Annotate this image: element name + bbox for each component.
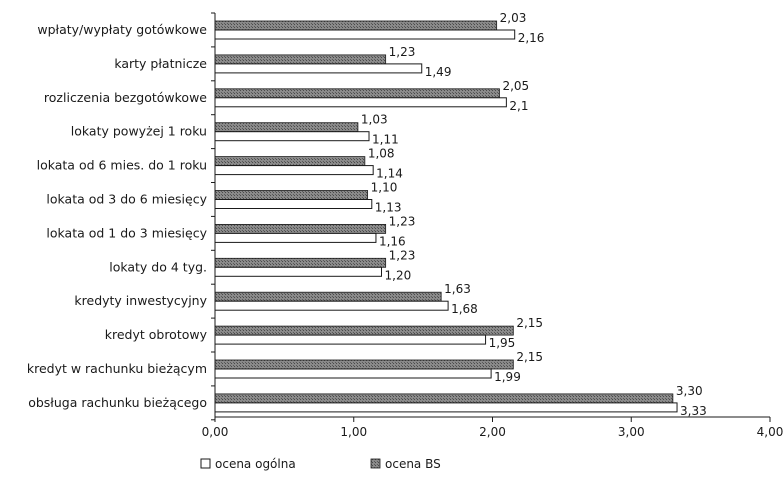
value-label-ocena-ogolna: 1,68 — [451, 302, 478, 316]
bar-ocena-ogolna — [214, 131, 370, 142]
value-label-ocena-ogolna: 1,99 — [494, 370, 521, 384]
x-tick-label: 0,00 — [202, 425, 229, 439]
value-label-ocena-bs: 2,15 — [516, 350, 543, 364]
x-tick-label: 3,00 — [618, 425, 645, 439]
bar-ocena-ogolna — [214, 266, 382, 277]
value-label-ocena-bs: 1,08 — [368, 147, 395, 161]
bar-ocena-bs — [214, 156, 366, 167]
category-label: lokata od 3 do 6 miesięcy — [46, 192, 207, 207]
value-label-ocena-bs: 2,05 — [502, 79, 529, 93]
category-label: lokata od 1 do 3 miesięcy — [46, 225, 207, 240]
bar-ocena-bs — [214, 325, 514, 336]
value-label-ocena-bs: 1,03 — [361, 113, 388, 127]
category-label: wpłaty/wypłaty gotówkowe — [37, 22, 207, 37]
x-tick-label: 2,00 — [479, 425, 506, 439]
legend-swatch-ocena-bs — [370, 458, 381, 469]
value-label-ocena-ogolna: 1,11 — [372, 133, 399, 147]
value-label-ocena-bs: 1,23 — [389, 45, 416, 59]
value-label-ocena-bs: 1,23 — [389, 248, 416, 262]
bar-ocena-ogolna — [214, 63, 423, 74]
category-label: lokata od 6 mies. do 1 roku — [37, 158, 207, 173]
bar-ocena-ogolna — [214, 97, 507, 108]
category-label: kredyty inwestycyjny — [74, 293, 207, 308]
value-label-ocena-bs: 3,30 — [676, 384, 703, 398]
category-label: lokaty powyżej 1 roku — [71, 124, 207, 139]
legend-swatch-ocena-ogolna — [200, 458, 211, 469]
bar-ocena-ogolna — [214, 29, 516, 40]
value-label-ocena-ogolna: 1,95 — [489, 336, 516, 350]
x-tick-label: 4,00 — [757, 425, 784, 439]
bar-ocena-bs — [214, 223, 387, 234]
value-label-ocena-bs: 1,10 — [371, 181, 398, 195]
value-label-ocena-ogolna: 1,49 — [425, 65, 452, 79]
bar-ocena-bs — [214, 190, 369, 200]
bar-ocena-bs — [214, 88, 500, 99]
value-label-ocena-ogolna: 3,33 — [680, 404, 707, 418]
bar-ocena-bs — [214, 20, 498, 31]
bar-ocena-ogolna — [214, 368, 492, 379]
category-label: karty płatnicze — [114, 56, 207, 71]
category-label: kredyt obrotowy — [105, 327, 208, 342]
value-label-ocena-bs: 2,15 — [516, 316, 543, 330]
value-label-ocena-ogolna: 1,14 — [376, 167, 403, 181]
value-label-ocena-ogolna: 2,1 — [509, 99, 528, 113]
legend-label-ocena-bs: ocena BS — [385, 457, 441, 471]
value-label-ocena-ogolna: 1,13 — [375, 201, 402, 215]
bar-ocena-ogolna — [214, 334, 487, 345]
bar-ocena-ogolna — [214, 402, 678, 413]
bar-ocena-ogolna — [214, 199, 373, 209]
value-label-ocena-ogolna: 1,20 — [385, 268, 412, 282]
value-label-ocena-bs: 2,03 — [500, 11, 527, 25]
bar-ocena-ogolna — [214, 300, 449, 311]
bar-ocena-bs — [214, 54, 387, 65]
bar-ocena-ogolna — [214, 232, 377, 243]
value-label-ocena-bs: 1,63 — [444, 282, 471, 296]
value-label-ocena-ogolna: 2,16 — [518, 31, 545, 45]
legend-label-ocena-ogolna: ocena ogólna — [215, 457, 296, 471]
category-label: kredyt w rachunku bieżącym — [27, 361, 207, 376]
x-tick-label: 1,00 — [340, 425, 367, 439]
value-label-ocena-ogolna: 1,16 — [379, 234, 406, 248]
bar-ocena-bs — [214, 359, 514, 370]
category-label: lokaty do 4 tyg. — [109, 259, 207, 274]
bar-ocena-ogolna — [214, 165, 374, 176]
category-label: rozliczenia bezgotówkowe — [44, 90, 207, 105]
category-label: obsługa rachunku bieżącego — [28, 395, 207, 410]
bar-ocena-bs — [214, 122, 359, 133]
value-label-ocena-bs: 1,23 — [389, 214, 416, 228]
bar-ocena-bs — [214, 291, 442, 302]
bar-ocena-bs — [214, 393, 674, 404]
bar-ocena-bs — [214, 257, 387, 268]
